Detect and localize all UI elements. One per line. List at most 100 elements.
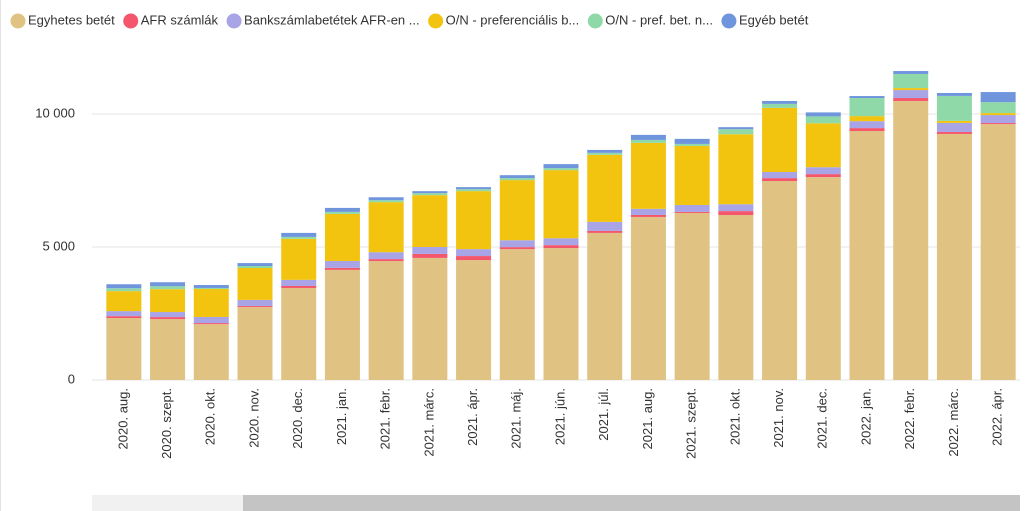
legend-label: O/N - pref. bet. n... xyxy=(605,12,713,27)
bar-segment xyxy=(849,128,885,132)
bar-segment xyxy=(543,164,579,169)
bar-segment xyxy=(456,189,492,192)
x-tick-label: 2021. jún. xyxy=(552,388,567,445)
bar-segment xyxy=(499,249,535,380)
legend-label: Egyhetes betét xyxy=(28,12,115,27)
bar-segment xyxy=(281,232,317,237)
bar-segment xyxy=(630,142,666,209)
bar-segment xyxy=(499,178,535,181)
x-tick-label: 2021. jan. xyxy=(334,388,349,445)
scrollbar-track[interactable] xyxy=(92,495,243,511)
bar-segment xyxy=(412,253,448,258)
x-tick-label: 2021. szept. xyxy=(684,388,699,459)
bar-segment xyxy=(543,245,579,249)
bar-segment xyxy=(456,256,492,261)
x-tick-label: 2022. ápr. xyxy=(990,388,1005,446)
bar-segment xyxy=(980,123,1016,125)
bar-segment xyxy=(936,131,972,134)
bar-segment xyxy=(936,120,972,123)
bar-segment xyxy=(150,312,186,318)
bar-segment xyxy=(805,116,841,124)
bar-segment xyxy=(193,285,229,288)
x-tick-label: 2021. júl. xyxy=(596,388,611,441)
bar-segment xyxy=(805,123,841,168)
bar-segment xyxy=(368,261,404,380)
bar-segment xyxy=(368,259,404,262)
bar-segment xyxy=(499,247,535,250)
bar-segment xyxy=(499,180,535,241)
bar-segment xyxy=(674,138,710,144)
bar-segment xyxy=(893,73,929,89)
bar-segment xyxy=(718,215,754,380)
bar-segment xyxy=(674,211,710,213)
x-tick-label: 2020. aug. xyxy=(115,388,130,449)
bar-segment xyxy=(237,266,273,269)
bar-segment xyxy=(106,288,142,292)
bar-segment xyxy=(674,212,710,380)
x-tick-label: 2022. jan. xyxy=(858,388,873,445)
bar-segment xyxy=(237,299,273,307)
bar-segment xyxy=(980,92,1016,103)
bar-segment xyxy=(936,95,972,121)
bar-segment xyxy=(805,112,841,117)
bar-segment xyxy=(324,213,360,261)
bar-segment xyxy=(456,249,492,257)
bar-segment xyxy=(281,285,317,288)
bar-segment xyxy=(456,191,492,250)
x-tick-label: 2021. aug. xyxy=(640,388,655,449)
legend-swatch xyxy=(123,13,139,29)
bar-segment xyxy=(499,240,535,248)
bar-segment xyxy=(193,287,229,290)
labels: 0 5 000 10 000 2020. aug. 2020. szept. 2020. … xyxy=(35,105,1004,458)
bar-segment xyxy=(893,100,929,380)
bar-segment xyxy=(805,177,841,380)
x-tick-label: 2022. febr. xyxy=(902,388,917,449)
bar-segment xyxy=(456,187,492,190)
x-tick-label: 2020. szept. xyxy=(159,388,174,459)
bar-segment xyxy=(980,124,1016,380)
bar-segment xyxy=(412,257,448,380)
y-tick-label: 5 000 xyxy=(42,238,75,253)
bar-segment xyxy=(324,260,360,268)
bar-segment xyxy=(718,204,754,212)
bar-segment xyxy=(718,127,754,130)
bar-segment xyxy=(718,134,754,205)
bar-segment xyxy=(106,284,142,289)
bar-segment xyxy=(630,208,666,215)
legend-swatch xyxy=(10,13,26,29)
bar-segment xyxy=(281,279,317,286)
bar-segment xyxy=(849,116,885,122)
x-tick-label: 2020. okt. xyxy=(203,388,218,445)
bar-segment xyxy=(849,121,885,129)
bar-segment xyxy=(718,211,754,216)
x-tick-label: 2021. ápr. xyxy=(465,388,480,446)
legend-label: Egyéb betét xyxy=(739,12,809,27)
bar-segment xyxy=(980,113,1016,116)
bar-segment xyxy=(762,100,798,104)
x-tick-label: 2021. febr. xyxy=(378,388,393,449)
bar-segment xyxy=(412,195,448,247)
bar-segment xyxy=(893,90,929,99)
legend-swatch xyxy=(721,13,737,29)
bar-segment xyxy=(587,230,623,233)
legend-label: AFR számlák xyxy=(141,12,219,27)
bar-segment xyxy=(150,289,186,313)
bar-segment xyxy=(543,248,579,380)
bar-segment xyxy=(237,307,273,380)
bar-segment xyxy=(150,317,186,320)
bar-segment xyxy=(630,216,666,380)
y-tick-label: 10 000 xyxy=(35,105,75,120)
legend: Egyhetes betét AFR számlák Bankszámlabetét… xyxy=(10,12,809,29)
bar-segment xyxy=(237,268,273,300)
bar-segment xyxy=(762,178,798,182)
scrollbar-thumb[interactable] xyxy=(243,495,1020,511)
bar-segment xyxy=(368,202,404,253)
bar-segment xyxy=(893,71,929,74)
bar-segment xyxy=(849,98,885,117)
bar-segment xyxy=(281,238,317,280)
bar-segment xyxy=(762,107,798,172)
bar-segment xyxy=(106,311,142,317)
bar-segment xyxy=(412,191,448,194)
bar-segment xyxy=(368,200,404,203)
